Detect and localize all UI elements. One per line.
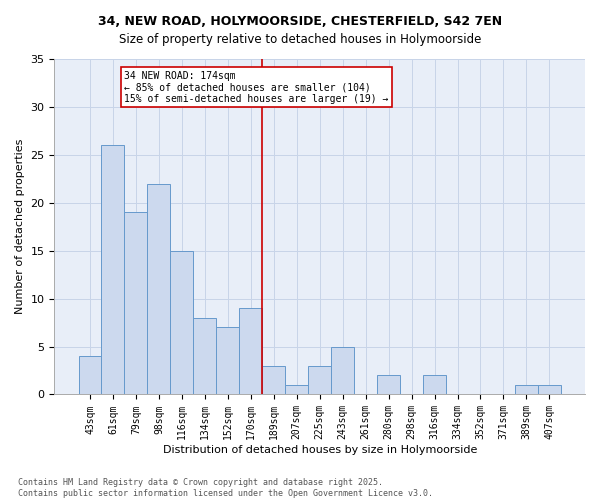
Bar xyxy=(217,328,239,394)
Y-axis label: Number of detached properties: Number of detached properties xyxy=(15,139,25,314)
Bar xyxy=(285,385,308,394)
Bar xyxy=(377,376,400,394)
Bar xyxy=(331,346,354,395)
Text: Contains HM Land Registry data © Crown copyright and database right 2025.
Contai: Contains HM Land Registry data © Crown c… xyxy=(18,478,433,498)
Bar xyxy=(79,356,101,395)
X-axis label: Distribution of detached houses by size in Holymoorside: Distribution of detached houses by size … xyxy=(163,445,477,455)
Bar xyxy=(124,212,148,394)
Bar xyxy=(101,146,124,394)
Bar xyxy=(170,250,193,394)
Bar xyxy=(538,385,561,394)
Bar xyxy=(308,366,331,394)
Bar xyxy=(239,308,262,394)
Bar xyxy=(262,366,285,394)
Text: 34, NEW ROAD, HOLYMOORSIDE, CHESTERFIELD, S42 7EN: 34, NEW ROAD, HOLYMOORSIDE, CHESTERFIELD… xyxy=(98,15,502,28)
Bar xyxy=(148,184,170,394)
Text: Size of property relative to detached houses in Holymoorside: Size of property relative to detached ho… xyxy=(119,32,481,46)
Bar xyxy=(193,318,217,394)
Bar xyxy=(515,385,538,394)
Text: 34 NEW ROAD: 174sqm
← 85% of detached houses are smaller (104)
15% of semi-detac: 34 NEW ROAD: 174sqm ← 85% of detached ho… xyxy=(124,70,389,104)
Bar xyxy=(423,376,446,394)
